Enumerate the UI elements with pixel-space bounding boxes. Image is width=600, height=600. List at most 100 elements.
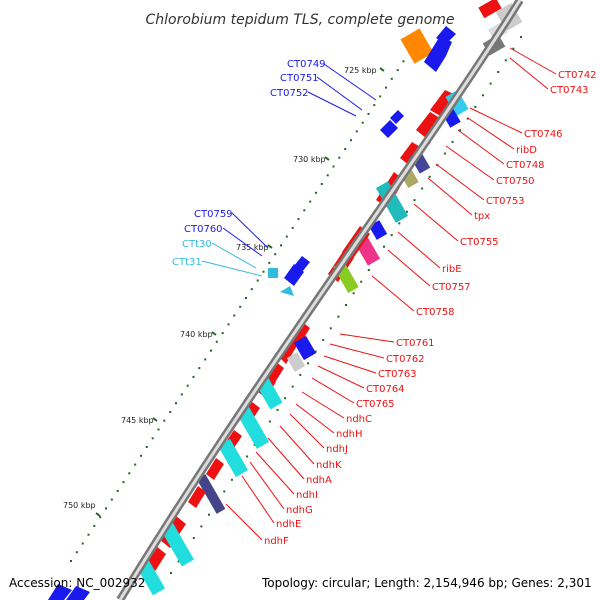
cds-orange[interactable] — [400, 28, 434, 64]
gc-dot-outer — [360, 280, 363, 283]
gc-dot-inner — [180, 393, 183, 396]
scale-tick-labels: 725 kbp 730 kbp 735 kbp 740 kbp 745 kbp … — [63, 66, 377, 510]
leader-line — [469, 107, 523, 134]
label-ctt31[interactable]: CTt31 — [172, 257, 202, 268]
cds-ct0750[interactable] — [416, 112, 440, 138]
tick-label-735: 735 kbp — [236, 243, 269, 252]
gc-dot-outer — [307, 362, 309, 365]
gc-dot-inner — [128, 472, 131, 475]
chromosome-backbone — [116, 0, 524, 600]
label-ct0752[interactable]: CT0752 — [270, 88, 309, 99]
cds-ct0742[interactable] — [478, 0, 502, 19]
gene-label[interactable]: ndhG — [286, 505, 313, 516]
label-ct0759[interactable]: CT0759 — [194, 209, 233, 220]
gc-dot-inner — [268, 261, 271, 264]
gene-label[interactable]: tpx — [474, 211, 490, 222]
gc-dot-inner — [274, 253, 277, 256]
gc-dot-outer — [390, 234, 393, 237]
gene-label[interactable]: CT0753 — [486, 196, 525, 207]
leader-line — [241, 475, 275, 524]
cds-ct0752[interactable] — [390, 110, 404, 124]
cds-ct0749b[interactable] — [436, 26, 456, 44]
trna-ctt30[interactable] — [268, 268, 278, 278]
gene-label[interactable]: CT0748 — [506, 160, 545, 171]
gene-label[interactable]: CT0750 — [496, 176, 535, 187]
gc-dot-inner — [134, 463, 137, 466]
gene-label[interactable]: CT0765 — [356, 399, 395, 410]
leader-line — [445, 145, 495, 181]
gene-label[interactable]: CT0743 — [550, 85, 589, 96]
label-ct0751[interactable]: CT0751 — [280, 73, 319, 84]
leader-line — [371, 275, 415, 312]
leader-line — [467, 117, 515, 150]
leader-line — [225, 503, 263, 541]
gene-label[interactable]: CT0755 — [460, 237, 499, 248]
gene-label[interactable]: ndhI — [296, 490, 318, 501]
leader-line — [295, 403, 335, 434]
leader-line — [435, 163, 485, 201]
gene-label[interactable]: ndhF — [264, 536, 289, 547]
summary-text: Topology: circular; Length: 2,154,946 bp… — [261, 576, 592, 590]
gc-dot-inner — [215, 340, 218, 343]
trna-ctt31[interactable] — [280, 286, 294, 296]
scale-tick — [152, 417, 158, 422]
gene-label[interactable]: ndhJ — [326, 444, 348, 455]
cds-ct0762b[interactable] — [293, 335, 317, 361]
gc-dot-outer — [504, 59, 507, 62]
gene-label[interactable]: CT0762 — [386, 354, 425, 365]
tick-label-740: 740 kbp — [180, 330, 213, 339]
gene-label[interactable]: ribD — [516, 145, 537, 156]
gene-label[interactable]: ndhA — [306, 475, 332, 486]
gene-label[interactable]: ribE — [442, 264, 462, 275]
leader-line — [311, 377, 355, 404]
gc-dot-inner — [75, 551, 78, 554]
gc-dot-inner — [93, 524, 96, 527]
cds-bottom-a[interactable] — [48, 584, 72, 600]
gene-label[interactable]: ndhH — [336, 429, 363, 440]
gc-dot-outer — [451, 140, 454, 143]
gc-dot-inner — [315, 191, 317, 194]
gc-dot-outer — [230, 478, 233, 481]
gc-dot-inner — [169, 411, 172, 413]
cds-ndha[interactable] — [217, 438, 249, 478]
gc-dot-inner — [145, 446, 148, 448]
gene-label[interactable]: CT0746 — [524, 129, 563, 140]
cds-ndhf[interactable] — [159, 521, 195, 567]
gene-label[interactable]: CT0758 — [416, 307, 455, 318]
label-ctt30[interactable]: CTt30 — [182, 239, 212, 250]
gc-dot-outer — [299, 373, 302, 376]
gc-dot-inner — [157, 428, 160, 431]
cds-ct0763[interactable] — [286, 352, 306, 372]
cds-ct0750b[interactable] — [400, 142, 422, 166]
gc-dot-inner — [250, 288, 253, 291]
cds-ndhe[interactable] — [188, 486, 206, 508]
gene-label[interactable]: ndhC — [346, 414, 372, 425]
gc-dot-inner — [262, 270, 265, 273]
gene-label[interactable]: CT0761 — [396, 338, 435, 349]
leader-line — [339, 333, 395, 343]
gene-label[interactable]: CT0764 — [366, 384, 405, 395]
cds-ct0760[interactable] — [294, 256, 310, 272]
gene-label[interactable]: CT0742 — [558, 70, 597, 81]
cds-ndhi[interactable] — [206, 458, 224, 480]
label-ct0760[interactable]: CT0760 — [184, 224, 223, 235]
cds-ct0762[interactable] — [278, 336, 298, 364]
cds-ct0755[interactable] — [375, 181, 409, 223]
cds-bottom-b[interactable] — [66, 586, 90, 600]
gene-label[interactable]: CT0763 — [378, 369, 417, 380]
cds-ndhj[interactable] — [236, 407, 270, 449]
gene-label[interactable]: ndhE — [276, 519, 301, 530]
gene-label[interactable]: CT0757 — [432, 282, 471, 293]
gc-dot-inner — [210, 349, 212, 352]
leader-line — [413, 203, 459, 242]
label-ct0749[interactable]: CT0749 — [287, 59, 326, 70]
cds-ct0749[interactable] — [424, 36, 452, 72]
leader-line — [289, 413, 325, 449]
cds-ndhf-c[interactable] — [136, 560, 166, 596]
cds-ct0751[interactable] — [380, 120, 398, 138]
cds-ndhg[interactable] — [196, 474, 226, 514]
gc-dot-inner — [233, 314, 236, 317]
gc-dot-outer — [200, 525, 203, 528]
gene-label[interactable]: ndhK — [316, 460, 342, 471]
